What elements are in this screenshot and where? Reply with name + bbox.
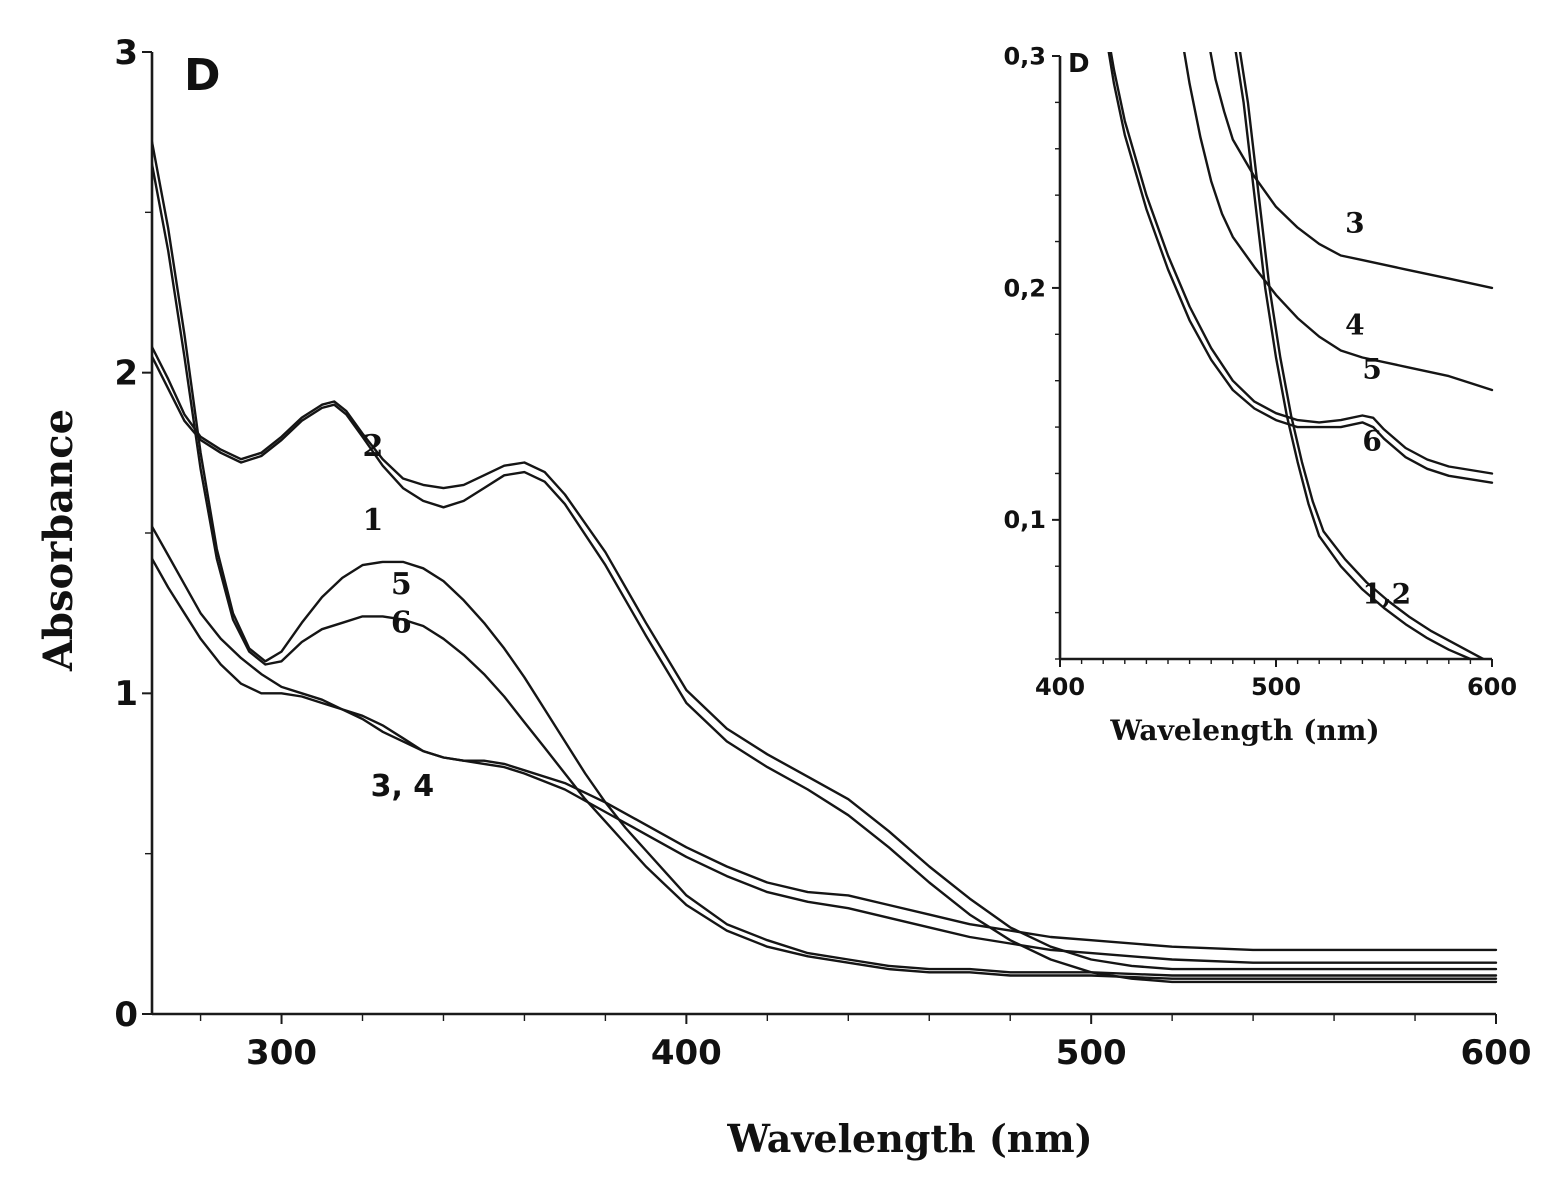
main-x-tick-label: 300 (246, 1033, 317, 1073)
main-x-tick-label: 400 (651, 1033, 722, 1073)
inset-panel-label: D (1068, 49, 1090, 79)
main-y-tick-label: 3 (114, 33, 138, 73)
inset-curve-label: 4 (1345, 308, 1364, 341)
inset-curve-label: 1,2 (1362, 577, 1411, 610)
inset-series-6-line (1107, 52, 1494, 484)
main-curve-label: 3, 4 (371, 769, 435, 804)
main-y-tick-label: 2 (114, 354, 138, 394)
inset-series-5-line (1109, 52, 1494, 475)
inset-series-4-line (1183, 52, 1494, 392)
main-x-tick-label: 600 (1461, 1033, 1532, 1073)
main-series-6-line (152, 163, 1498, 980)
inset-y-tick-label: 0,3 (1003, 42, 1046, 70)
main-curve-labels: 2 156 3, 4 (363, 429, 435, 804)
main-x-tick-label: 500 (1056, 1033, 1127, 1073)
main-curve-label: 1 (363, 503, 384, 538)
main-series-5-line (152, 140, 1498, 977)
main-x-axis-title: Wavelength (nm) (726, 1116, 1092, 1161)
inset-series-group (1107, 52, 1494, 659)
main-ticks: 300 400 500 600 0 1 2 3 (114, 33, 1531, 1073)
main-curve-label: 5 (391, 567, 412, 602)
main-curve-label: 6 (391, 605, 412, 640)
main-curve-label: 2 (363, 429, 384, 464)
inset-x-tick-label: 500 (1251, 673, 1301, 701)
inset-series-3-line (1209, 52, 1494, 290)
inset-x-tick-label: 600 (1467, 673, 1517, 701)
main-series-group (152, 140, 1498, 984)
inset-x-axis-title: Wavelength (nm) (1109, 714, 1379, 747)
inset-y-tick-label: 0,2 (1003, 274, 1046, 302)
main-y-axis-title: Absorbance (35, 409, 82, 672)
main-y-tick-label: 0 (114, 995, 138, 1035)
inset-ticks: 400 500 600 0,1 0,2 0,3 (1003, 42, 1517, 701)
inset-curve-label: 3 (1345, 206, 1364, 239)
inset-series-2-line (1238, 52, 1486, 659)
main-series-4-line (152, 525, 1498, 964)
inset-curve-labels: 3 4 5 6 1,2 (1345, 206, 1411, 610)
inset-chart: 400 500 600 0,1 0,2 0,3 3 4 5 6 1,2 D Wavelength … (1003, 42, 1517, 747)
inset-curve-label: 5 (1362, 352, 1381, 385)
inset-x-tick-label: 400 (1035, 673, 1085, 701)
inset-y-tick-label: 0,1 (1003, 506, 1046, 534)
main-y-tick-label: 1 (114, 674, 138, 714)
main-panel-label: D (184, 50, 221, 101)
inset-series-1-line (1234, 52, 1474, 659)
inset-curve-label: 6 (1362, 424, 1381, 457)
main-series-3-line (152, 557, 1498, 952)
main-axes (150, 52, 1496, 1016)
